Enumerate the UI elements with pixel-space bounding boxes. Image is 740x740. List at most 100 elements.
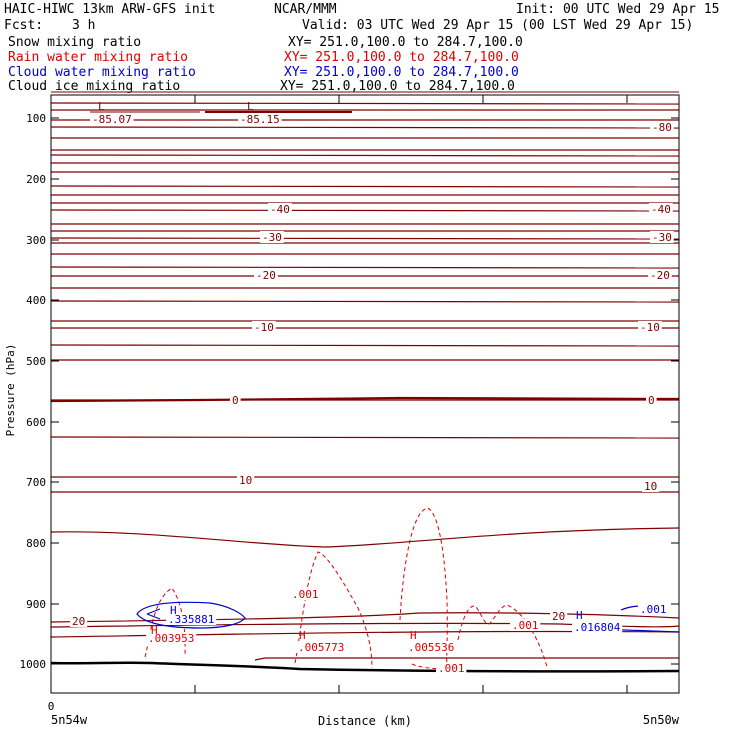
- temperature-contour: [50, 209, 680, 212]
- contour-label-bg: [166, 613, 217, 625]
- field-rain-name: Rain water mixing ratio: [8, 50, 189, 65]
- contour-label-bg: [237, 474, 255, 486]
- contour-label: -40: [651, 203, 671, 216]
- cloud-water-contour: [146, 608, 161, 615]
- temperature-contour: [50, 126, 680, 129]
- contour-label-bg: [648, 269, 672, 281]
- contour-label: .001: [292, 588, 319, 601]
- contour-label-bg: [510, 619, 541, 631]
- contour-label: 10: [239, 474, 252, 487]
- contour-label-bg: [296, 641, 347, 653]
- temperature-contour: [50, 436, 680, 439]
- temperature-contour: [50, 237, 680, 240]
- contour-label-bg: [572, 621, 623, 633]
- temperature-contour: [50, 185, 680, 188]
- contour-label: .003953: [148, 632, 194, 645]
- field-rain-xy: XY= 251.0,100.0 to 284.7,100.0: [284, 50, 519, 65]
- temperature-contours: [50, 91, 680, 661]
- field-cloudwater-name: Cloud water mixing ratio: [8, 65, 196, 80]
- contour-label: -80: [652, 121, 672, 134]
- y-tick-label: 500: [26, 355, 46, 368]
- contour-label-bg: [290, 588, 321, 600]
- cloud-water-contour: [620, 605, 641, 611]
- y-tick-label: 800: [26, 537, 46, 550]
- field-cloudice-name: Cloud ice mixing ratio: [8, 79, 181, 94]
- contour-label: .001: [438, 662, 465, 675]
- y-tick-label: 400: [26, 294, 46, 307]
- temperature-contour: [50, 266, 680, 269]
- temperature-contour: [50, 527, 680, 548]
- y-tick-label: 700: [26, 476, 46, 489]
- contour-label-bg: [436, 662, 467, 674]
- extremum-marker: H: [410, 629, 417, 642]
- y-tick-label: 600: [26, 416, 46, 429]
- x-right-label: 5n50w: [643, 713, 680, 727]
- contour-label: -20: [256, 269, 276, 282]
- plot-frame: [50, 94, 680, 694]
- field-cloudwater-xy: XY= 251.0,100.0 to 284.7,100.0: [284, 65, 519, 80]
- contour-label-bg: [254, 269, 278, 281]
- rain-contour: [294, 551, 373, 669]
- model-title: HAIC-HIWC 13km ARW-GFS init: [4, 2, 216, 17]
- org-label: NCAR/MMM: [274, 2, 337, 17]
- contour-label: -40: [270, 203, 290, 216]
- x-left-label: 5n54w: [51, 713, 88, 727]
- contour-label: -20: [650, 269, 670, 282]
- contour-label: -10: [254, 321, 274, 334]
- contour-label-bg: [638, 321, 662, 333]
- fcst-value: 3 h: [72, 18, 96, 33]
- contour-label: .335881: [168, 613, 214, 626]
- contour-label-bg: [70, 615, 88, 627]
- axes-labels: 1002003004005006007008009001000Distance …: [4, 112, 680, 728]
- fcst-label: Fcst:: [4, 18, 44, 33]
- y-tick-label: 1000: [20, 658, 47, 671]
- contour-label: 0: [232, 394, 239, 407]
- contour-label: -85.07: [92, 113, 132, 126]
- extremum-marker: H: [170, 604, 177, 617]
- y-axis-label: Pressure (hPa): [4, 344, 17, 437]
- contour-label-bg: [268, 203, 292, 215]
- contour-label: -30: [652, 231, 672, 244]
- temperature-contour: [50, 344, 680, 347]
- rain-contours: [144, 507, 549, 670]
- contour-label: -10: [640, 321, 660, 334]
- cloud-water-contour: [136, 601, 246, 629]
- contour-labels: -85.07 -85.15 -80 -40 -40 -30 -30 -20 -20 -10 -10 0…: [70, 100, 674, 675]
- contour-label-bg: [650, 121, 674, 133]
- extremum-marker: H: [576, 609, 583, 622]
- y-tick-label: 300: [26, 234, 46, 247]
- temperature-contour: [50, 154, 680, 157]
- cloud-water-contour: [146, 613, 161, 620]
- y-tick-label: 100: [26, 112, 46, 125]
- contour-label-bg: [550, 610, 568, 622]
- zero-contour: [50, 396, 680, 403]
- contour-label-bg: [260, 231, 284, 243]
- rain-contour: [457, 604, 549, 669]
- contour-label: -30: [262, 231, 282, 244]
- rain-contour: [399, 507, 448, 669]
- contour-label-bg: [238, 113, 282, 125]
- ground-line: [50, 661, 680, 673]
- plot-border: [50, 94, 680, 694]
- extremum-marker: L: [98, 100, 105, 113]
- valid-time: Valid: 03 UTC Wed 29 Apr 15 (00 LST Wed …: [302, 18, 694, 33]
- contour-label: .016804: [574, 621, 621, 634]
- contour-label: .001: [640, 603, 667, 616]
- contour-label-bg: [252, 321, 276, 333]
- contour-label-bg: [230, 394, 241, 406]
- contour-label-bg: [406, 641, 457, 653]
- extremum-marker: H: [151, 624, 158, 637]
- contour-label: .005773: [298, 641, 344, 654]
- field-snow-xy: XY= 251.0,100.0 to 284.7,100.0: [288, 35, 523, 50]
- temperature-contour: [50, 102, 680, 105]
- contour-label-bg: [146, 632, 197, 644]
- contour-label-bg: [650, 231, 674, 243]
- contour-label: .001: [512, 619, 539, 632]
- contour-label: .005536: [408, 641, 454, 654]
- contour-label: -85.15: [240, 113, 280, 126]
- field-snow-name: Snow mixing ratio: [8, 35, 142, 50]
- terrain-surface: [50, 661, 680, 673]
- extremum-marker: L: [247, 100, 254, 113]
- field-cloudice-xy: XY= 251.0,100.0 to 284.7,100.0: [280, 79, 515, 94]
